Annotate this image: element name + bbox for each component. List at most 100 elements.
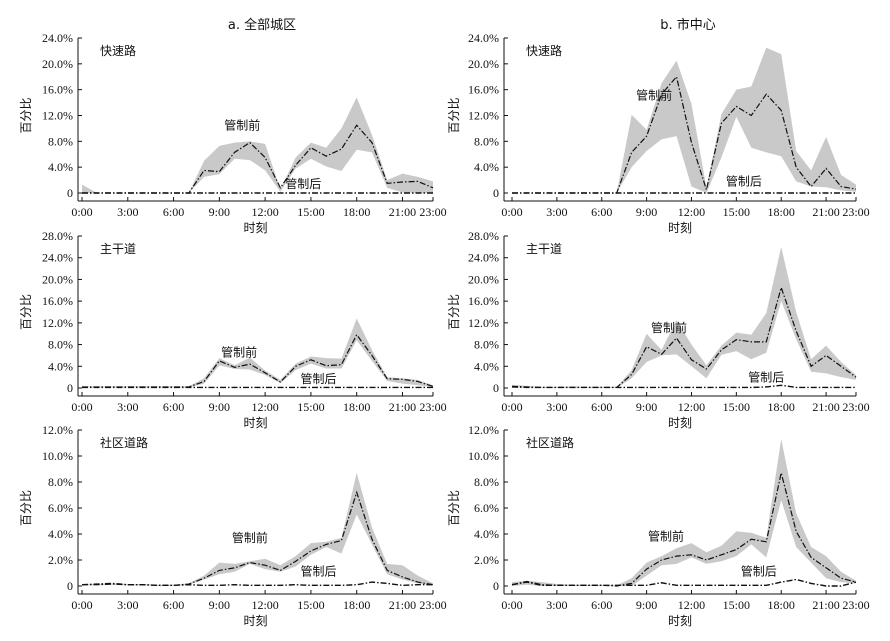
y-tick-label: 24.0% xyxy=(42,251,73,265)
confidence-band-before xyxy=(82,472,433,586)
confidence-band-before xyxy=(512,246,856,388)
column-title-b: b. 市中心 xyxy=(660,17,716,33)
x-tick-label: 15:00 xyxy=(723,400,750,414)
annotation-before: 管制前 xyxy=(648,529,684,544)
y-tick-label: 24.0% xyxy=(42,31,73,45)
x-tick-label: 0:00 xyxy=(501,400,522,414)
annotation-before: 管制前 xyxy=(651,320,687,335)
x-tick-label: 0:00 xyxy=(501,598,522,612)
x-tick-label: 15:00 xyxy=(297,598,324,612)
x-axis-label: 时刻 xyxy=(243,221,267,235)
panel-title: 主干道 xyxy=(100,242,136,256)
x-tick-label: 9:00 xyxy=(636,205,657,219)
x-tick-label: 3:00 xyxy=(117,400,138,414)
x-tick-label: 21:00 xyxy=(812,598,839,612)
x-axis-label: 时刻 xyxy=(668,221,692,235)
x-tick-label: 3:00 xyxy=(546,598,567,612)
x-tick-label: 9:00 xyxy=(636,400,657,414)
x-tick-label: 23:00 xyxy=(419,205,446,219)
y-tick-label: 24.0% xyxy=(468,251,499,265)
y-tick-label: 4.0% xyxy=(48,160,73,174)
x-tick-label: 18:00 xyxy=(768,205,795,219)
x-tick-label: 3:00 xyxy=(546,205,567,219)
y-tick-label: 8.0% xyxy=(474,338,499,352)
panel-title: 社区道路 xyxy=(526,435,574,450)
annotation-after: 管制后 xyxy=(726,173,762,188)
x-tick-label: 6:00 xyxy=(163,205,184,219)
x-tick-label: 0:00 xyxy=(71,400,92,414)
x-tick-label: 23:00 xyxy=(842,400,869,414)
y-tick-label: 2.0% xyxy=(48,553,73,567)
y-tick-label: 20.0% xyxy=(42,57,73,71)
annotation-after: 管制后 xyxy=(301,564,337,579)
panel-a-4: 0 2.0% 4.0% 6.0% 8.0% 10.0% 12.0% 0:00 3:00 6:00 9… xyxy=(19,423,447,628)
y-tick-label: 16.0% xyxy=(468,83,499,97)
panel-a-0: 0 4.0% 8.0% 12.0% 16.0% 20.0% 24.0% 0:00 3:00 6:0… xyxy=(19,31,447,235)
x-tick-label: 15:00 xyxy=(297,205,324,219)
y-tick-label: 12.0% xyxy=(468,423,499,437)
x-tick-label: 23:00 xyxy=(419,400,446,414)
y-axis-label: 百分比 xyxy=(447,294,461,330)
y-tick-label: 8.0% xyxy=(474,475,499,489)
x-tick-label: 23:00 xyxy=(419,598,446,612)
x-tick-label: 12:00 xyxy=(678,205,705,219)
x-tick-label: 15:00 xyxy=(723,205,750,219)
y-tick-label: 10.0% xyxy=(468,449,499,463)
y-axis-label: 百分比 xyxy=(447,97,461,133)
annotation-before: 管制前 xyxy=(636,87,672,102)
y-tick-label: 16.0% xyxy=(42,294,73,308)
x-tick-label: 6:00 xyxy=(591,400,612,414)
x-tick-label: 18:00 xyxy=(768,598,795,612)
x-tick-label: 6:00 xyxy=(591,205,612,219)
annotation-after: 管制后 xyxy=(301,371,337,386)
annotation-before: 管制前 xyxy=(221,345,257,360)
y-tick-label: 4.0% xyxy=(474,527,499,541)
x-tick-label: 15:00 xyxy=(723,598,750,612)
x-tick-label: 23:00 xyxy=(842,205,869,219)
x-tick-label: 23:00 xyxy=(842,598,869,612)
panel-b-3: 0 4.0% 8.0% 12.0% 16.0% 20.0% 24.0% 28.0% 0:00 3:… xyxy=(447,229,870,430)
x-tick-label: 18:00 xyxy=(343,598,370,612)
y-axis-label: 百分比 xyxy=(447,490,461,526)
confidence-band-before xyxy=(512,47,856,193)
x-tick-label: 18:00 xyxy=(768,400,795,414)
y-tick-label: 28.0% xyxy=(468,229,499,243)
x-tick-label: 12:00 xyxy=(251,400,278,414)
series-line-after xyxy=(81,581,433,587)
y-tick-label: 10.0% xyxy=(42,449,73,463)
y-tick-label: 16.0% xyxy=(42,83,73,97)
series-line-after xyxy=(511,384,856,389)
y-tick-label: 8.0% xyxy=(48,475,73,489)
x-tick-label: 9:00 xyxy=(209,205,230,219)
y-tick-label: 4.0% xyxy=(48,359,73,373)
y-tick-label: 12.0% xyxy=(468,109,499,123)
y-axis-label: 百分比 xyxy=(19,490,33,526)
x-tick-label: 3:00 xyxy=(117,205,138,219)
y-tick-label: 6.0% xyxy=(474,501,499,515)
x-tick-label: 21:00 xyxy=(389,205,416,219)
y-tick-label: 8.0% xyxy=(474,134,499,148)
y-tick-label: 20.0% xyxy=(468,57,499,71)
x-tick-label: 0:00 xyxy=(501,205,522,219)
y-tick-label: 8.0% xyxy=(48,338,73,352)
x-tick-label: 21:00 xyxy=(389,598,416,612)
y-tick-label: 6.0% xyxy=(48,501,73,515)
x-tick-label: 21:00 xyxy=(389,400,416,414)
annotation-after: 管制后 xyxy=(741,564,777,579)
x-tick-label: 0:00 xyxy=(71,205,92,219)
x-tick-label: 3:00 xyxy=(117,598,138,612)
series-line-before xyxy=(82,333,434,388)
panel-title: 社区道路 xyxy=(100,435,148,450)
y-tick-label: 0 xyxy=(67,381,73,395)
x-tick-label: 18:00 xyxy=(343,205,370,219)
y-tick-label: 20.0% xyxy=(468,272,499,286)
y-tick-label: 0 xyxy=(493,381,499,395)
panel-title: 快速路 xyxy=(100,43,136,58)
x-tick-label: 12:00 xyxy=(251,598,278,612)
panel-b-1: 0 4.0% 8.0% 12.0% 16.0% 20.0% 24.0% 0:00 3:00 6:0… xyxy=(447,31,870,235)
annotation-after: 管制后 xyxy=(285,176,321,191)
y-tick-label: 12.0% xyxy=(42,109,73,123)
annotation-after: 管制后 xyxy=(748,369,784,384)
y-tick-label: 0 xyxy=(67,186,73,200)
